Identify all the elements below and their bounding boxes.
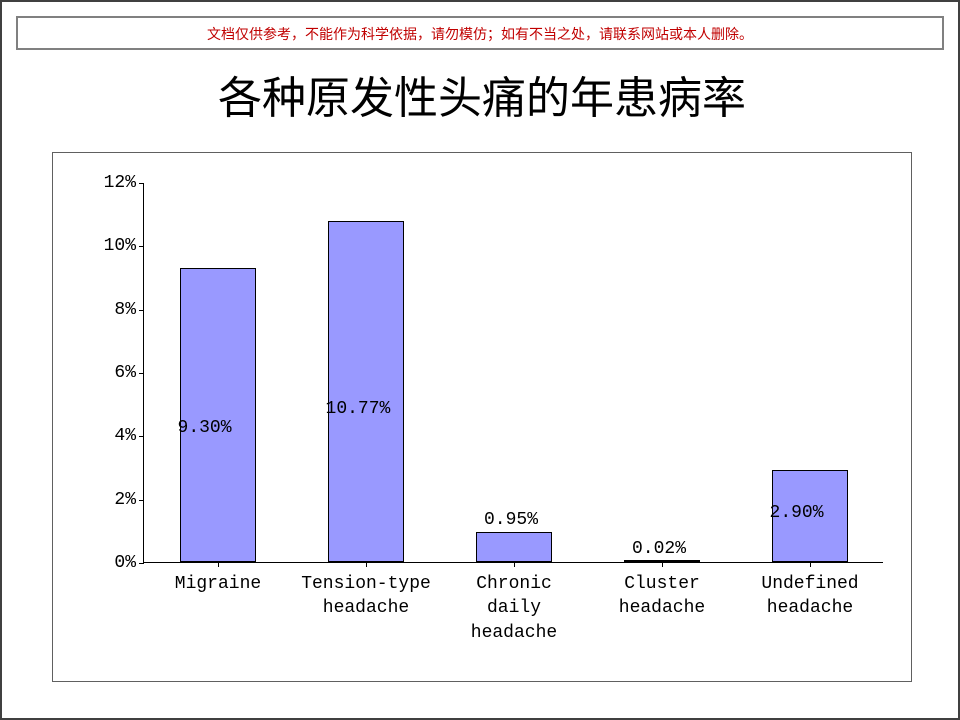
x-tick-mark: [810, 562, 811, 567]
category-label: Cluster headache: [588, 562, 736, 621]
y-tick-label: 10%: [104, 236, 144, 256]
y-tick-mark: [139, 183, 144, 184]
x-tick-mark: [514, 562, 515, 567]
bar-value-label: 10.77%: [326, 399, 391, 419]
bar-value-label: 0.95%: [484, 510, 538, 530]
disclaimer-text: 文档仅供参考，不能作为科学依据，请勿模仿；如有不当之处，请联系网站或本人删除。: [18, 24, 942, 44]
category-label: Tension-type headache: [292, 562, 440, 621]
bar: [180, 268, 257, 563]
y-tick-label: 12%: [104, 173, 144, 193]
x-tick-mark: [662, 562, 663, 567]
y-tick-mark: [139, 246, 144, 247]
category-label: Chronic daily headache: [440, 562, 588, 645]
plot-area: 0%2%4%6%8%10%12%9.30%Migraine10.77%Tensi…: [143, 183, 883, 563]
disclaimer-box: 文档仅供参考，不能作为科学依据，请勿模仿；如有不当之处，请联系网站或本人删除。: [16, 16, 944, 50]
chart-title: 各种原发性头痛的年患病率: [2, 62, 960, 126]
bar: [476, 532, 553, 562]
y-tick-mark: [139, 436, 144, 437]
x-tick-mark: [366, 562, 367, 567]
chart-area: 0%2%4%6%8%10%12%9.30%Migraine10.77%Tensi…: [52, 152, 912, 682]
bar-value-label: 2.90%: [770, 503, 824, 523]
bar-value-label: 0.02%: [632, 539, 686, 559]
y-tick-mark: [139, 310, 144, 311]
slide: 文档仅供参考，不能作为科学依据，请勿模仿；如有不当之处，请联系网站或本人删除。 …: [0, 0, 960, 720]
bar-value-label: 9.30%: [178, 418, 232, 438]
category-label: Migraine: [144, 562, 292, 596]
y-tick-mark: [139, 500, 144, 501]
y-tick-mark: [139, 373, 144, 374]
x-tick-mark: [218, 562, 219, 567]
category-label: Undefined headache: [736, 562, 884, 621]
bar: [328, 221, 405, 562]
